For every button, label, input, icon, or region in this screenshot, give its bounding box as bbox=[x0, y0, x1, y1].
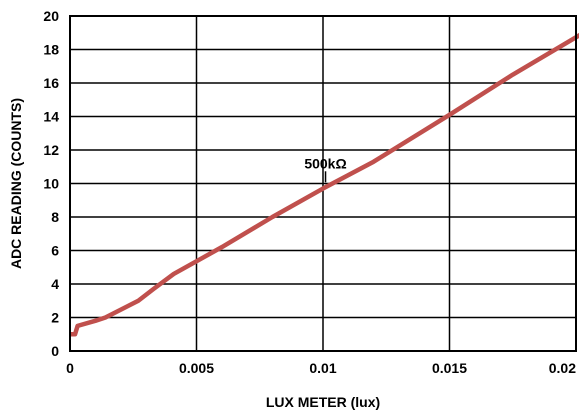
x-tick-label: 0.015 bbox=[432, 360, 467, 376]
y-tick-label: 20 bbox=[43, 8, 59, 24]
y-tick-label: 16 bbox=[43, 75, 59, 91]
x-tick-label: 0.02 bbox=[549, 360, 576, 376]
y-tick-label: 2 bbox=[51, 310, 59, 326]
y-tick-label: 10 bbox=[43, 176, 59, 192]
y-tick-labels: 0 2 4 6 8 10 12 14 16 18 20 bbox=[43, 8, 59, 359]
x-tick-labels: 0 0.005 0.01 0.015 0.02 bbox=[66, 360, 576, 376]
series-layer bbox=[70, 32, 579, 337]
y-tick-label: 6 bbox=[51, 243, 59, 259]
y-tick-label: 8 bbox=[51, 209, 59, 225]
y-tick-label: 0 bbox=[51, 343, 59, 359]
y-tick-label: 14 bbox=[43, 109, 59, 125]
y-tick-label: 12 bbox=[43, 142, 59, 158]
x-axis-title: LUX METER (lux) bbox=[266, 394, 380, 410]
annotation-layer: 500kΩ bbox=[304, 155, 347, 183]
x-tick-label: 0.005 bbox=[179, 360, 214, 376]
plot-frame bbox=[69, 15, 577, 352]
grid-lines bbox=[69, 15, 577, 352]
y-tick-label: 18 bbox=[43, 42, 59, 58]
series-line bbox=[70, 32, 579, 337]
x-tick-label: 0.01 bbox=[309, 360, 336, 376]
annotation-label: 500kΩ bbox=[304, 155, 346, 171]
x-tick-label: 0 bbox=[66, 360, 74, 376]
y-axis-title: ADC READING (COUNTS) bbox=[8, 98, 24, 269]
y-tick-label: 4 bbox=[51, 276, 59, 292]
